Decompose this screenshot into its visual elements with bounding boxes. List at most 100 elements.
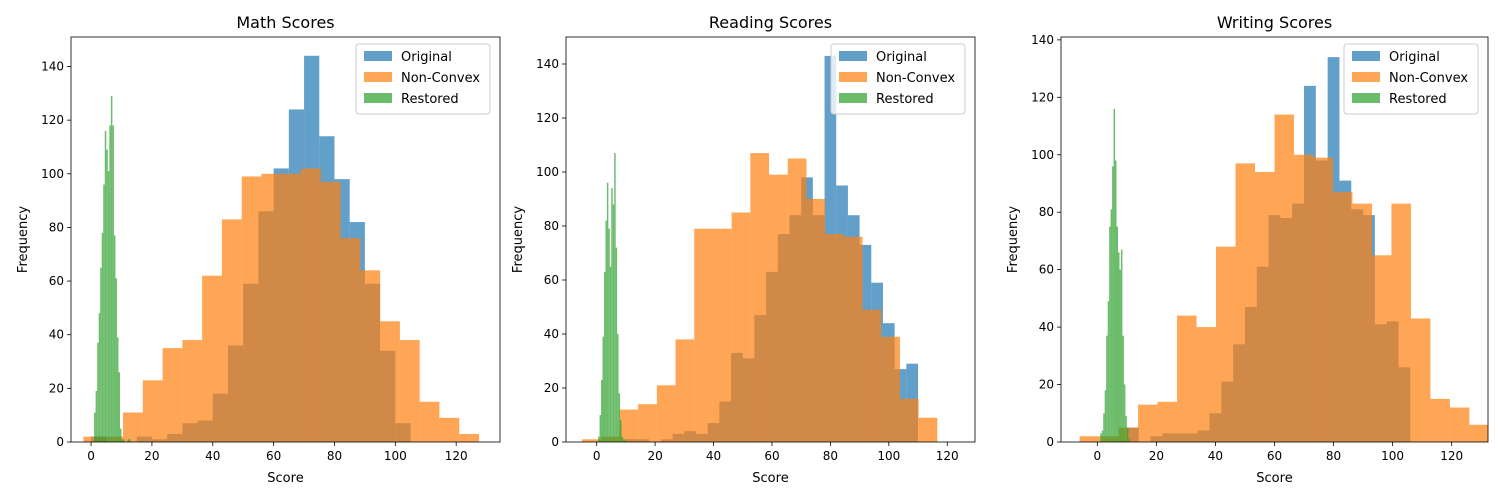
legend-label: Restored bbox=[1389, 92, 1447, 107]
histogram-bar-non-convex bbox=[1371, 255, 1392, 442]
histogram-bar-restored bbox=[95, 391, 98, 442]
histogram-bar-non-convex bbox=[1138, 404, 1158, 442]
x-tick-label: 100 bbox=[1381, 449, 1404, 463]
histogram-bar-non-convex bbox=[1196, 327, 1217, 442]
x-tick-label: 0 bbox=[87, 449, 95, 463]
histogram-bar-non-convex bbox=[1410, 318, 1431, 442]
histogram-bar-restored bbox=[119, 428, 122, 442]
chart-panel-1: 0 20 40 60 80 100 120 0 20 40 60 80 100 120 140 Math Sc… bbox=[16, 13, 501, 486]
histogram-bar-non-convex bbox=[843, 236, 863, 442]
histogram-bar-restored bbox=[118, 372, 120, 442]
legend-swatch-restored bbox=[364, 93, 392, 103]
histogram-bar-non-convex bbox=[202, 275, 222, 442]
histogram-bar-restored bbox=[1104, 390, 1107, 442]
x-tick-label: 100 bbox=[384, 449, 407, 463]
x-tick-label: 80 bbox=[1326, 449, 1341, 463]
histogram-bar-restored bbox=[97, 342, 99, 442]
histogram-bar-non-convex bbox=[1216, 246, 1236, 442]
histogram-bar-non-convex bbox=[241, 176, 262, 442]
chart-title: Math Scores bbox=[236, 13, 334, 32]
histogram-bar-restored bbox=[1112, 166, 1114, 442]
histogram-bar-non-convex bbox=[380, 321, 400, 442]
histogram-bar-restored bbox=[127, 439, 130, 442]
histogram-bar-non-convex bbox=[320, 181, 341, 442]
x-tick-label: 120 bbox=[1440, 449, 1463, 463]
histogram-bar-restored bbox=[620, 420, 622, 442]
histogram-bar-restored bbox=[618, 393, 621, 442]
histogram-bar-non-convex bbox=[619, 409, 639, 442]
y-tick-label: 0 bbox=[1046, 435, 1054, 449]
histogram-bar-non-convex bbox=[731, 212, 751, 442]
histogram-bar-non-convex bbox=[1255, 172, 1275, 442]
legend-label: Original bbox=[876, 50, 927, 65]
chart-title: Writing Scores bbox=[1217, 13, 1332, 32]
y-tick-label: 140 bbox=[536, 57, 559, 71]
legend-swatch-non-convex bbox=[839, 72, 867, 82]
histogram-bar-restored bbox=[599, 415, 602, 442]
legend-swatch-original bbox=[1352, 51, 1380, 61]
histogram-bar-restored bbox=[115, 278, 117, 442]
y-tick-label: 20 bbox=[1039, 378, 1054, 392]
x-axis-label: Score bbox=[267, 471, 303, 486]
histogram-bar-restored bbox=[608, 228, 610, 442]
histogram-bar-restored bbox=[624, 439, 626, 442]
histogram-bar-non-convex bbox=[1352, 203, 1372, 442]
legend-swatch-non-convex bbox=[364, 72, 392, 82]
y-axis-label: Frequency bbox=[511, 206, 526, 273]
legend-label: Non-Convex bbox=[876, 71, 955, 86]
histogram-bar-restored bbox=[614, 153, 616, 442]
histogram-bar-non-convex bbox=[1293, 154, 1314, 442]
chart-panel-3: 0 20 40 60 80 100 120 0 20 40 60 80 100 120 140 Writing… bbox=[1006, 13, 1489, 486]
histogram-bar-non-convex bbox=[1313, 157, 1333, 442]
legend-swatch-restored bbox=[839, 93, 867, 103]
x-tick-label: 120 bbox=[445, 449, 468, 463]
histogram-bar-restored bbox=[101, 232, 104, 442]
x-tick-label: 60 bbox=[764, 449, 779, 463]
y-tick-label: 100 bbox=[1031, 148, 1054, 162]
bars-group bbox=[83, 55, 480, 442]
histogram-bar-restored bbox=[1113, 108, 1116, 442]
y-tick-label: 40 bbox=[49, 328, 64, 342]
y-tick-label: 80 bbox=[544, 219, 559, 233]
histogram-bar-non-convex bbox=[459, 433, 480, 442]
histogram-bar-non-convex bbox=[142, 380, 163, 442]
legend-swatch-original bbox=[364, 51, 392, 61]
x-axis-label: Score bbox=[1256, 471, 1292, 486]
histogram-bar-non-convex bbox=[162, 348, 183, 442]
histogram-bar-restored bbox=[606, 182, 609, 442]
histogram-bar-non-convex bbox=[582, 439, 601, 442]
histogram-bar-restored bbox=[112, 125, 114, 442]
legend-label: Non-Convex bbox=[1389, 71, 1468, 86]
bars-group bbox=[582, 55, 938, 442]
histogram-bar-non-convex bbox=[712, 228, 732, 442]
histogram-bar-non-convex bbox=[806, 199, 826, 442]
chart-title: Reading Scores bbox=[709, 13, 832, 32]
histogram-bar-restored bbox=[107, 171, 110, 442]
histogram-bar-restored bbox=[1101, 430, 1104, 442]
histogram-bar-restored bbox=[601, 379, 603, 442]
y-tick-label: 20 bbox=[49, 381, 64, 395]
y-tick-label: 100 bbox=[41, 167, 64, 181]
histogram-bar-restored bbox=[612, 204, 615, 442]
histogram-bar-non-convex bbox=[675, 339, 695, 442]
histogram-bar-restored bbox=[113, 235, 116, 442]
histogram-bar-non-convex bbox=[750, 153, 770, 442]
histogram-bar-restored bbox=[1109, 226, 1111, 442]
x-tick-label: 20 bbox=[144, 449, 159, 463]
histogram-bar-restored bbox=[116, 337, 119, 442]
histogram-bar-restored bbox=[129, 439, 131, 442]
histogram-bar-non-convex bbox=[261, 173, 282, 442]
y-tick-label: 40 bbox=[544, 327, 559, 341]
x-tick-label: 80 bbox=[823, 449, 838, 463]
legend-swatch-original bbox=[839, 51, 867, 61]
histogram-bar-non-convex bbox=[221, 219, 242, 442]
histogram-bar-restored bbox=[1122, 335, 1124, 442]
histogram-bar-restored bbox=[1125, 416, 1127, 442]
histogram-bar-restored bbox=[1116, 226, 1118, 442]
x-tick-label: 0 bbox=[1094, 449, 1102, 463]
chart-panel-2: 0 20 40 60 80 100 120 0 20 40 60 80 100 120 140 Reading… bbox=[511, 13, 976, 486]
histogram-bar-non-convex bbox=[360, 270, 381, 442]
x-tick-label: 40 bbox=[706, 449, 721, 463]
histogram-bar-non-convex bbox=[694, 228, 713, 442]
